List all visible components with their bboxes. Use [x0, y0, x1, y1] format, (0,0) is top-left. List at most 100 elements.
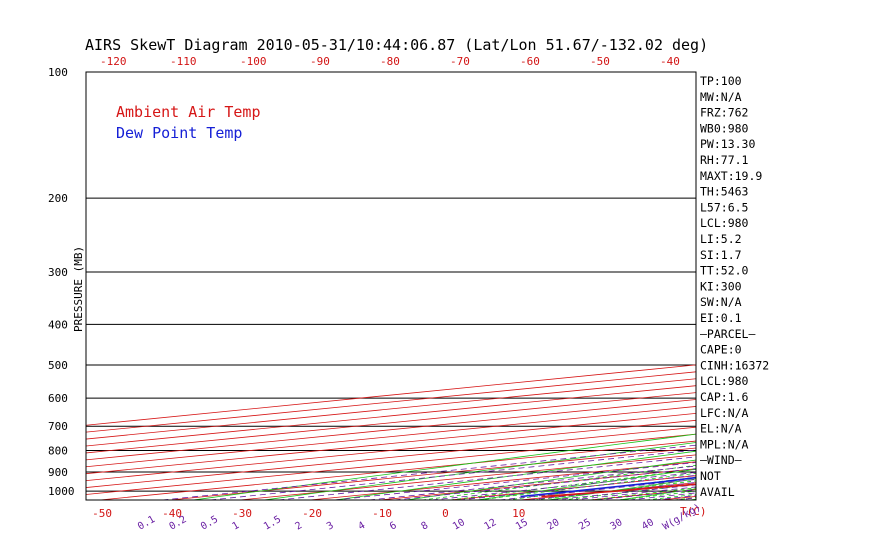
moist-adiabat-line: [422, 464, 696, 500]
dry-adiabat-line: [761, 72, 870, 500]
index-item: AVAIL: [700, 485, 735, 499]
index-item: TT:52.0: [700, 264, 749, 278]
top-x-tick-label: -120: [100, 55, 127, 68]
bottom-x-tick-label: -10: [372, 507, 392, 520]
y-axis-label: PRESSURE (MB): [72, 246, 85, 332]
top-x-tick-label: -60: [520, 55, 540, 68]
index-item: PW:13.30: [700, 137, 755, 151]
moist-adiabat-line: [646, 493, 696, 500]
mixing-ratio-line: [162, 444, 696, 500]
isotherm-line: [520, 482, 696, 500]
mixing-ratio-label: 25: [577, 517, 593, 533]
mixing-ratio-label: 15: [514, 517, 530, 533]
index-item: RH:77.1: [700, 153, 749, 167]
index-item: FRZ:762: [700, 106, 748, 120]
bottom-x-tick-label: -50: [92, 507, 112, 520]
legend-temperature: Ambient Air Temp: [116, 103, 261, 121]
mixing-ratio-label: 12: [483, 517, 499, 533]
chart-title: AIRS SkewT Diagram 2010-05-31/10:44:06.8…: [85, 36, 708, 54]
isotherm-line: [660, 496, 696, 500]
bottom-x-tick-label: 10: [512, 507, 525, 520]
isotherm-line: [800, 72, 870, 500]
index-item: CINH:16372: [700, 358, 769, 372]
top-x-tick-label: -100: [240, 55, 267, 68]
isotherm-line: [86, 399, 696, 461]
y-tick-label: 500: [48, 359, 68, 372]
y-tick-label: 200: [48, 192, 68, 205]
isotherm-line: [730, 72, 870, 500]
mixing-ratio-label: 1: [231, 520, 242, 533]
index-item: LCL:980: [700, 216, 749, 230]
isotherm-line: [86, 371, 696, 433]
index-item: LCL:980: [700, 374, 749, 388]
mixing-ratio-label: 2: [294, 520, 305, 533]
mixing-ratio-line: [334, 462, 696, 500]
isotherm-line: [86, 412, 696, 475]
mixing-ratio-line: [431, 472, 696, 500]
mixing-ratio-line: [368, 465, 696, 500]
mixing-ratio-label: 1.5: [262, 514, 283, 533]
index-item: MW:N/A: [700, 90, 742, 104]
isotherm-line: [86, 392, 696, 454]
top-x-tick-label: -70: [450, 55, 470, 68]
mixing-ratio-line: [459, 474, 696, 500]
isotherm-line: [86, 378, 696, 440]
mixing-ratio-label: 10: [451, 517, 467, 533]
top-x-tick-label: -90: [310, 55, 330, 68]
mixing-ratio-label: 0.5: [199, 514, 220, 533]
mixing-ratio-label: 0.1: [136, 514, 157, 533]
index-item: TH:5463: [700, 185, 749, 199]
isotherm-line: [380, 468, 696, 500]
index-item: SW:N/A: [700, 295, 742, 309]
index-item: CAP:1.6: [700, 390, 749, 404]
y-tick-label: 400: [48, 318, 68, 331]
mixing-ratio-label: 3: [325, 520, 336, 533]
mixing-ratio-line: [394, 468, 696, 500]
index-item: KI:300: [700, 279, 742, 293]
y-tick-label: 600: [48, 392, 68, 405]
bottom-x-tick-label: 0: [442, 507, 449, 520]
y-tick-label: 800: [48, 445, 68, 458]
mixing-ratio-line: [278, 456, 696, 500]
index-item: NOT: [700, 469, 721, 483]
index-item: EI:0.1: [700, 311, 742, 325]
index-item: EL:N/A: [700, 422, 742, 436]
dry-adiabat-line: [405, 459, 696, 500]
index-item: —WIND—: [700, 453, 742, 467]
mixing-ratio-line: [654, 495, 696, 500]
mixing-ratio-line: [210, 449, 696, 500]
index-item: LI:5.2: [700, 232, 742, 246]
mixing-ratio-label: 6: [388, 520, 399, 533]
dry-adiabat-line: [334, 450, 696, 500]
bottom-x-tick-label: -40: [162, 507, 182, 520]
index-item: L57:6.5: [700, 200, 748, 214]
isotherm-line: [86, 406, 696, 468]
bottom-x-tick-label: -20: [302, 507, 322, 520]
mixing-ratio-label: 40: [640, 517, 656, 533]
top-x-tick-label: -110: [170, 55, 197, 68]
isotherm-line: [86, 419, 696, 482]
y-tick-label: 1000: [48, 485, 75, 498]
mixing-ratio-line: [499, 479, 696, 500]
dry-adiabat-line: [832, 72, 870, 500]
index-item: CAPE:0: [700, 343, 742, 357]
legend-dewpoint: Dew Point Temp: [116, 124, 242, 142]
y-tick-label: 300: [48, 266, 68, 279]
moist-adiabat-line: [618, 490, 696, 500]
plot-frame: [85, 71, 697, 501]
index-item: LFC:N/A: [700, 406, 749, 420]
isotherm-line: [240, 454, 696, 500]
y-tick-label: 900: [48, 466, 68, 479]
isotherm-line: [86, 426, 696, 488]
top-x-tick-label: -40: [660, 55, 680, 68]
mixing-ratio-label: 8: [420, 520, 431, 533]
isotherm-line: [310, 461, 696, 500]
isotherm-line: [86, 385, 696, 447]
index-item: MAXT:19.9: [700, 169, 762, 183]
index-item: —PARCEL—: [700, 327, 755, 341]
moist-adiabat-line: [450, 468, 696, 500]
dry-adiabat-line: [263, 442, 696, 500]
isotherm-line: [170, 447, 696, 500]
mixing-ratio-label: 20: [546, 517, 562, 533]
